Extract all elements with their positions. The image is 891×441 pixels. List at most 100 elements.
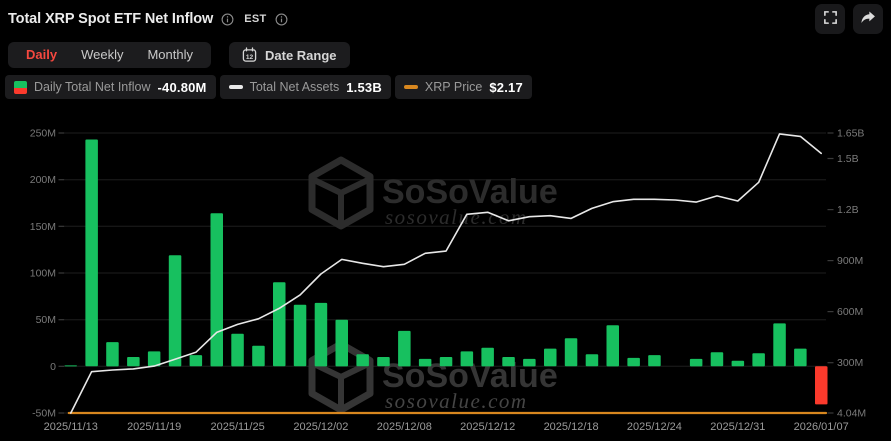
inflow-bar-2025/11/18[interactable] xyxy=(127,357,140,367)
legend-item-xrp-price[interactable]: XRP Price $2.17 xyxy=(394,75,532,99)
legend-label: Total Net Assets xyxy=(249,80,340,94)
share-button[interactable] xyxy=(853,4,883,34)
inflow-bar-2026/01/07[interactable] xyxy=(815,366,828,405)
svg-text:12: 12 xyxy=(246,54,254,61)
net-assets-line xyxy=(70,133,823,414)
inflow-bar-2025/11/21[interactable] xyxy=(189,355,203,367)
tab-monthly[interactable]: Monthly xyxy=(147,47,193,62)
left-axis-tick-label: 200M xyxy=(30,174,56,186)
left-axis-tick-label: 100M xyxy=(30,268,56,280)
orange-line-icon xyxy=(403,85,418,89)
right-axis-tick-label: 1.5B xyxy=(837,153,859,165)
x-axis-tick-label: 2025/12/08 xyxy=(377,421,432,433)
cube-logo-icon xyxy=(308,156,374,230)
inflow-bar-2025/12/01[interactable] xyxy=(293,304,307,367)
inflow-bar-2025/12/22[interactable] xyxy=(606,325,620,367)
inflow-bar-2025/11/20[interactable] xyxy=(168,255,182,367)
x-axis-tick-label: 2025/12/31 xyxy=(710,421,765,433)
inflow-bar-2025/12/18[interactable] xyxy=(564,338,578,367)
controls-row: Daily Weekly Monthly 12 Date Range xyxy=(0,33,891,68)
timezone-label: EST xyxy=(244,13,267,25)
axis-labels: 250M 200M 150M 100M 50M 0 -50M 1.65B 1.5B 1.2B 900… xyxy=(30,128,866,434)
inflow-bar-2025/11/25[interactable] xyxy=(231,333,244,367)
inflow-bar-2025/12/03[interactable] xyxy=(335,319,349,367)
watermark-domain: sosovalue.com xyxy=(385,205,528,229)
tab-weekly[interactable]: Weekly xyxy=(81,47,124,62)
legend-label: XRP Price xyxy=(424,80,483,94)
calendar-icon: 12 xyxy=(242,47,257,63)
date-range-button[interactable]: 12 Date Range xyxy=(229,42,350,68)
x-axis-tick-label: 2025/12/18 xyxy=(544,421,599,433)
inflow-bar-2025/12/04[interactable] xyxy=(356,354,369,367)
fullscreen-icon xyxy=(823,10,838,28)
inflow-bar-2025/11/19[interactable] xyxy=(147,351,161,367)
left-axis-tick-label: 0 xyxy=(50,361,56,373)
right-axis-tick-label: 1.65B xyxy=(837,128,864,140)
left-axis-tick-label: -50M xyxy=(32,408,56,420)
inflow-bar-2025/11/13[interactable] xyxy=(64,365,78,367)
right-axis-tick-label: 300M xyxy=(837,357,863,369)
inflow-bar-2025/12/30[interactable] xyxy=(710,352,724,367)
share-icon xyxy=(860,10,876,28)
legend-row: Daily Total Net Inflow -40.80M Total Net… xyxy=(0,68,891,99)
title-info-icon[interactable] xyxy=(221,13,234,26)
watermark-brand: SoSoValue xyxy=(382,173,558,211)
x-axis-tick-label: 2025/12/12 xyxy=(460,421,515,433)
daily-net-inflow-bars xyxy=(64,139,828,405)
inflow-bar-2026/01/06[interactable] xyxy=(794,348,807,367)
date-range-label: Date Range xyxy=(265,47,337,63)
right-axis-tick-label: 900M xyxy=(837,255,863,267)
legend-item-total-net-assets[interactable]: Total Net Assets 1.53B xyxy=(219,75,391,99)
inflow-bar-2025/12/31[interactable] xyxy=(731,360,745,367)
inflow-bar-2026/01/02[interactable] xyxy=(752,353,765,367)
x-axis-tick-label: 2025/11/13 xyxy=(44,421,98,433)
legend-value: 1.53B xyxy=(346,79,382,95)
inflow-bar-2025/12/17[interactable] xyxy=(544,348,557,367)
inflow-bar-2025/11/26[interactable] xyxy=(252,345,265,367)
inflow-bar-2025/12/23[interactable] xyxy=(627,357,640,367)
inflow-bar-2025/12/05[interactable] xyxy=(377,357,390,367)
inflow-bar-2025/12/11[interactable] xyxy=(460,351,474,367)
inflow-bar-2025/12/15[interactable] xyxy=(502,357,515,367)
x-axis-tick-label: 2025/12/24 xyxy=(627,421,682,433)
x-axis-tick-label: 2025/12/02 xyxy=(293,421,348,433)
inflow-bar-2025/11/17[interactable] xyxy=(106,342,119,367)
inflow-bar-2025/12/09[interactable] xyxy=(418,358,432,367)
right-axis-tick-label: 4.04M xyxy=(837,408,866,420)
inflow-bar-2025/12/08[interactable] xyxy=(398,330,411,367)
chart-header: Total XRP Spot ETF Net Inflow EST xyxy=(0,0,891,99)
right-axis-tick-label: 1.2B xyxy=(837,204,859,216)
inflow-bar-2025/12/24[interactable] xyxy=(648,355,661,367)
watermark-domain: sosovalue.com xyxy=(385,389,528,413)
inflow-bar-2025/12/19[interactable] xyxy=(585,354,599,367)
inflow-bar-2025/11/28[interactable] xyxy=(273,282,286,367)
right-axis-tick-label: 600M xyxy=(837,306,863,318)
left-axis-tick-label: 50M xyxy=(36,314,56,326)
legend-value: $2.17 xyxy=(489,79,523,95)
left-axis-tick-label: 150M xyxy=(30,221,56,233)
inflow-bar-2026/01/05[interactable] xyxy=(773,323,786,367)
tab-daily[interactable]: Daily xyxy=(26,47,58,62)
legend-item-daily-net-inflow[interactable]: Daily Total Net Inflow -40.80M xyxy=(5,75,216,99)
inflow-bar-2025/12/29[interactable] xyxy=(689,358,703,367)
inflow-bar-2025/12/16[interactable] xyxy=(523,358,536,367)
green-red-bar-icon xyxy=(14,80,27,94)
x-axis-tick-label: 2025/11/19 xyxy=(127,421,181,433)
inflow-bar-2025/12/12[interactable] xyxy=(481,347,494,367)
page-title: Total XRP Spot ETF Net Inflow xyxy=(8,11,214,27)
x-axis-tick-label: 2026/01/07 xyxy=(794,421,849,433)
inflow-bar-2025/11/24[interactable] xyxy=(210,213,224,367)
legend-value: -40.80M xyxy=(157,79,207,95)
interval-tabs: Daily Weekly Monthly xyxy=(8,42,211,68)
inflow-bar-2025/11/14[interactable] xyxy=(85,139,98,367)
inflow-bar-2025/12/02[interactable] xyxy=(314,302,328,367)
legend-label: Daily Total Net Inflow xyxy=(34,80,151,94)
white-line-icon xyxy=(228,85,243,89)
x-axis-tick-label: 2025/11/25 xyxy=(210,421,264,433)
fullscreen-button[interactable] xyxy=(815,4,845,34)
timezone-info-icon[interactable] xyxy=(275,13,288,26)
inflow-bar-2025/12/10[interactable] xyxy=(439,357,453,367)
